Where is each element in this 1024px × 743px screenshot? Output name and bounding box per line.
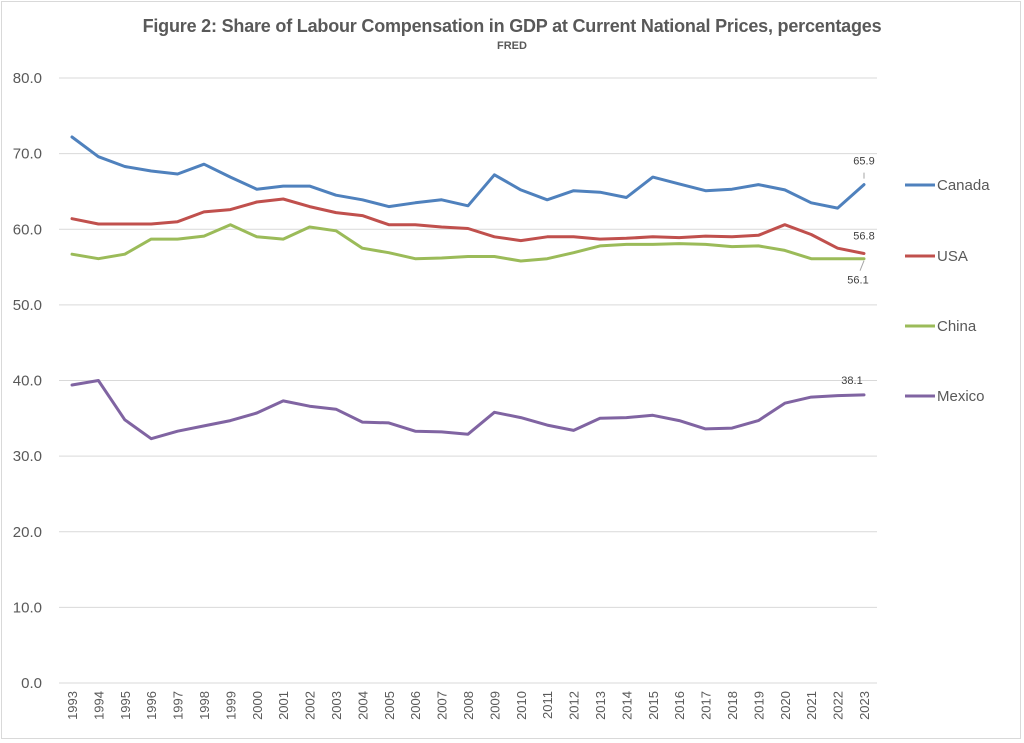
x-tick-label: 2003 bbox=[329, 691, 344, 720]
y-tick-label: 40.0 bbox=[13, 373, 42, 390]
x-tick-label: 2021 bbox=[804, 691, 819, 720]
y-tick-label: 0.0 bbox=[21, 675, 42, 692]
x-tick-label: 2007 bbox=[435, 691, 450, 720]
x-tick-label: 1993 bbox=[65, 691, 80, 720]
x-tick-label: 2017 bbox=[699, 691, 714, 720]
y-tick-label: 10.0 bbox=[13, 599, 42, 616]
y-axis-ticks: 0.0 10.0 20.0 30.0 40.0 50.0 60.0 70.0 80.0 bbox=[13, 70, 42, 692]
series-line-canada bbox=[70, 135, 866, 210]
gridlines bbox=[59, 77, 877, 684]
x-tick-label: 2019 bbox=[751, 691, 766, 720]
x-tick-label: 2009 bbox=[487, 691, 502, 720]
x-tick-label: 1996 bbox=[144, 691, 159, 720]
label-leader-line bbox=[859, 260, 865, 271]
x-tick-label: 2013 bbox=[593, 691, 608, 720]
x-tick-label: 1999 bbox=[223, 691, 238, 720]
x-tick-label: 2008 bbox=[461, 691, 476, 720]
chart-title: Figure 2: Share of Labour Compensation i… bbox=[142, 16, 882, 36]
y-tick-label: 60.0 bbox=[13, 221, 42, 238]
x-tick-label: 2014 bbox=[619, 691, 634, 720]
x-tick-label: 2004 bbox=[355, 691, 370, 720]
x-tick-label: 1998 bbox=[197, 691, 212, 720]
data-label-mexico: 38.1 bbox=[841, 375, 862, 387]
x-tick-label: 2002 bbox=[303, 691, 318, 720]
x-tick-label: 2006 bbox=[408, 691, 423, 720]
data-label-china: 56.1 bbox=[847, 275, 868, 287]
series-line-mexico bbox=[70, 379, 866, 441]
x-tick-label: 2011 bbox=[540, 691, 555, 719]
legend-label-usa: USA bbox=[937, 248, 968, 265]
x-tick-label: 2020 bbox=[778, 691, 793, 720]
legend-label-mexico: Mexico bbox=[937, 388, 985, 405]
y-tick-label: 50.0 bbox=[13, 297, 42, 314]
x-tick-label: 2012 bbox=[567, 691, 582, 720]
y-tick-label: 70.0 bbox=[13, 146, 42, 163]
data-labels: 65.9 56.8 56.1 38.1 bbox=[841, 156, 874, 387]
legend: Canada USA China Mexico bbox=[905, 177, 990, 405]
x-tick-label: 2000 bbox=[250, 691, 265, 720]
x-tick-label: 2023 bbox=[857, 691, 872, 720]
x-tick-label: 1994 bbox=[91, 691, 106, 720]
y-tick-label: 80.0 bbox=[13, 70, 42, 87]
x-tick-label: 2005 bbox=[382, 691, 397, 720]
x-tick-label: 2010 bbox=[514, 691, 529, 720]
x-axis-ticks: 1993 1994 1995 1996 1997 1998 1999 2000 2001 2002… bbox=[65, 691, 872, 720]
x-tick-label: 2022 bbox=[831, 691, 846, 720]
data-label-usa: 56.8 bbox=[853, 230, 874, 242]
legend-label-canada: Canada bbox=[937, 177, 990, 194]
series-line-china bbox=[70, 223, 866, 263]
legend-label-china: China bbox=[937, 318, 977, 335]
y-tick-label: 30.0 bbox=[13, 448, 42, 465]
data-label-canada: 65.9 bbox=[853, 156, 874, 168]
x-tick-label: 1997 bbox=[171, 691, 186, 720]
x-tick-label: 2018 bbox=[725, 691, 740, 720]
x-tick-label: 1995 bbox=[118, 691, 133, 720]
y-tick-label: 20.0 bbox=[13, 524, 42, 541]
chart-subtitle: FRED bbox=[497, 40, 527, 52]
x-tick-label: 2016 bbox=[672, 691, 687, 720]
x-tick-label: 2015 bbox=[646, 691, 661, 720]
series-lines bbox=[70, 135, 866, 441]
x-tick-label: 2001 bbox=[276, 691, 291, 720]
